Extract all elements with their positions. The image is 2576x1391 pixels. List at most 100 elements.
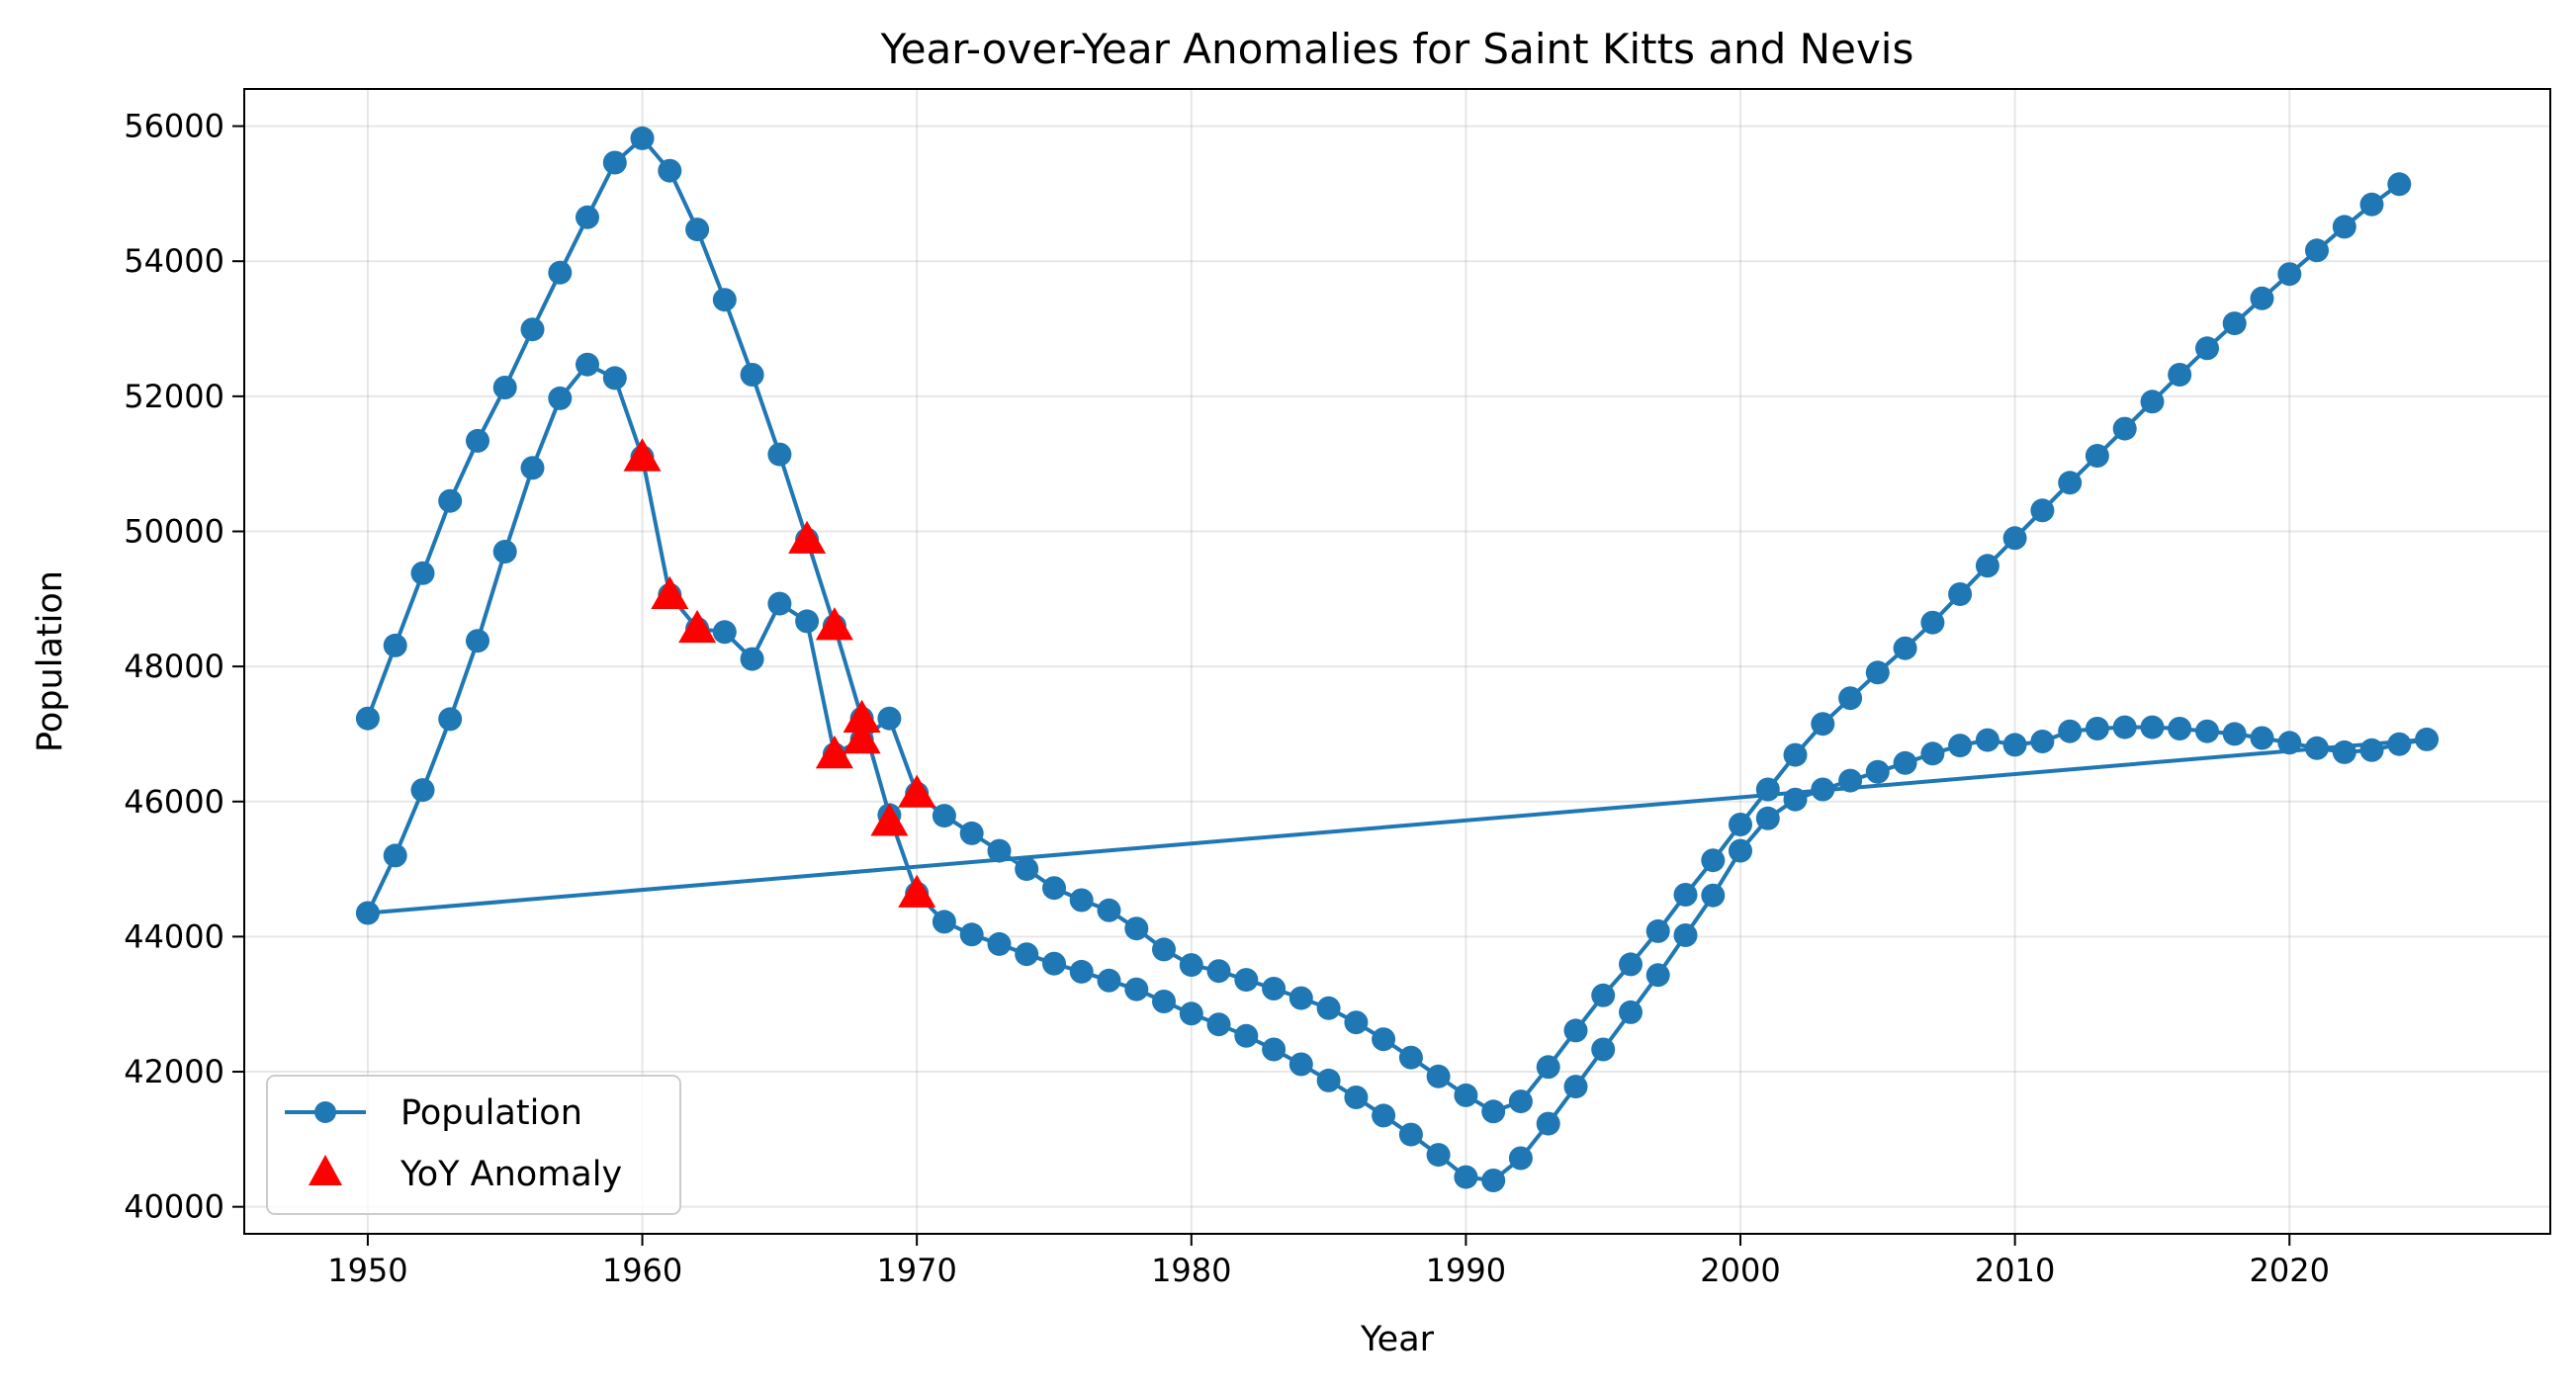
population-point (1015, 857, 1039, 882)
population-point (576, 205, 599, 229)
population-point (932, 910, 956, 934)
grid (244, 89, 2550, 1234)
x-tick-label: 1990 (1426, 1252, 1506, 1289)
population-point (1179, 1001, 1203, 1026)
plot-background (244, 89, 2550, 1234)
anomaly-marker (898, 774, 936, 808)
legend: Population YoY Anomaly (266, 1075, 681, 1215)
x-tick-label: 1980 (1151, 1252, 1231, 1289)
population-point (602, 150, 627, 175)
population-point (1508, 1089, 1533, 1114)
population-point (1755, 806, 1780, 830)
population-point (1206, 1012, 1231, 1037)
population-point (1783, 742, 1808, 767)
population-point (410, 778, 435, 803)
population-point (1288, 986, 1313, 1010)
population-point (1015, 942, 1039, 967)
population-point (2359, 738, 2384, 762)
population-point (1755, 777, 1780, 802)
population-point (1563, 1075, 1588, 1099)
population-point (2250, 286, 2274, 310)
data-layer (355, 126, 2440, 1192)
anomaly-marker (898, 874, 936, 908)
y-tick-label: 46000 (124, 783, 224, 821)
population-point (1729, 838, 1752, 863)
population-point (795, 609, 820, 634)
population-point (959, 821, 984, 845)
population-point (1426, 1064, 1451, 1088)
y-tick-label: 48000 (124, 648, 224, 685)
legend-label-anomaly: YoY Anomaly (400, 1155, 622, 1194)
population-point (1811, 777, 1835, 802)
population-point (712, 620, 737, 645)
population-point (2168, 717, 2192, 740)
population-point (2112, 416, 2137, 441)
population-point (685, 217, 710, 242)
population-point (2332, 215, 2356, 239)
population-point (1124, 977, 1149, 1001)
anomaly-marker (678, 609, 717, 644)
anomaly-marker (815, 607, 853, 641)
population-point (2112, 715, 2137, 739)
population-point (1591, 1037, 1616, 1062)
anomaly-marker (843, 699, 881, 733)
x-axis-label: Year (1360, 1320, 1435, 1359)
population-point (1619, 1000, 1643, 1024)
x-tick-label: 2000 (1700, 1252, 1780, 1289)
population-point (1454, 1083, 1478, 1107)
ticks: 1950 1960 1970 1980 1990 2000 2010 2020 40000 420… (124, 108, 2330, 1289)
population-point (1097, 968, 1121, 993)
anomaly-marker (870, 803, 909, 836)
population-point (2277, 262, 2302, 287)
population-point (1152, 990, 1176, 1013)
y-tick-label: 50000 (124, 512, 224, 550)
population-point (1124, 916, 1149, 941)
x-tick-label: 2010 (1975, 1252, 2055, 1289)
population-point (1316, 996, 1341, 1020)
population-point (1673, 883, 1698, 907)
population-point (1645, 963, 1670, 988)
population-point (1645, 918, 1670, 943)
population-point (2002, 526, 2027, 551)
population-point (987, 931, 1012, 956)
population-point (1372, 1103, 1396, 1128)
population-point (1042, 951, 1066, 976)
population-point (1865, 660, 1890, 685)
population-point (2030, 730, 2055, 753)
population-point (466, 629, 489, 653)
anomaly-marker (623, 438, 662, 472)
population-point (1948, 734, 1973, 758)
population-point (1069, 888, 1094, 913)
x-tick-label: 1960 (602, 1252, 682, 1289)
population-point (767, 442, 792, 467)
y-tick-label: 44000 (124, 917, 224, 955)
population-point (1508, 1146, 1533, 1171)
population-point (1838, 686, 1863, 711)
population-point (1893, 636, 1917, 660)
population-point (1838, 768, 1863, 793)
population-point (1426, 1143, 1451, 1168)
population-point (438, 488, 463, 513)
population-point (2222, 311, 2247, 336)
population-point (2030, 498, 2055, 523)
population-point (987, 838, 1012, 863)
population-point (2387, 732, 2412, 756)
population-point (1481, 1169, 1506, 1192)
population-point (1206, 959, 1231, 984)
population-point (2085, 717, 2109, 740)
population-point (2222, 722, 2247, 746)
legend-box (266, 1075, 681, 1215)
population-point (1179, 953, 1203, 978)
population-point (2058, 719, 2083, 743)
population-point (2305, 736, 2329, 760)
population-point (740, 647, 764, 671)
population-point (2195, 719, 2219, 743)
population-point (602, 366, 627, 391)
anomaly-marker (815, 735, 853, 769)
population-point (1563, 1018, 1588, 1043)
population-point (492, 376, 517, 399)
population-point (1288, 1052, 1313, 1077)
population-point (1948, 582, 1973, 606)
population-point (877, 706, 902, 731)
